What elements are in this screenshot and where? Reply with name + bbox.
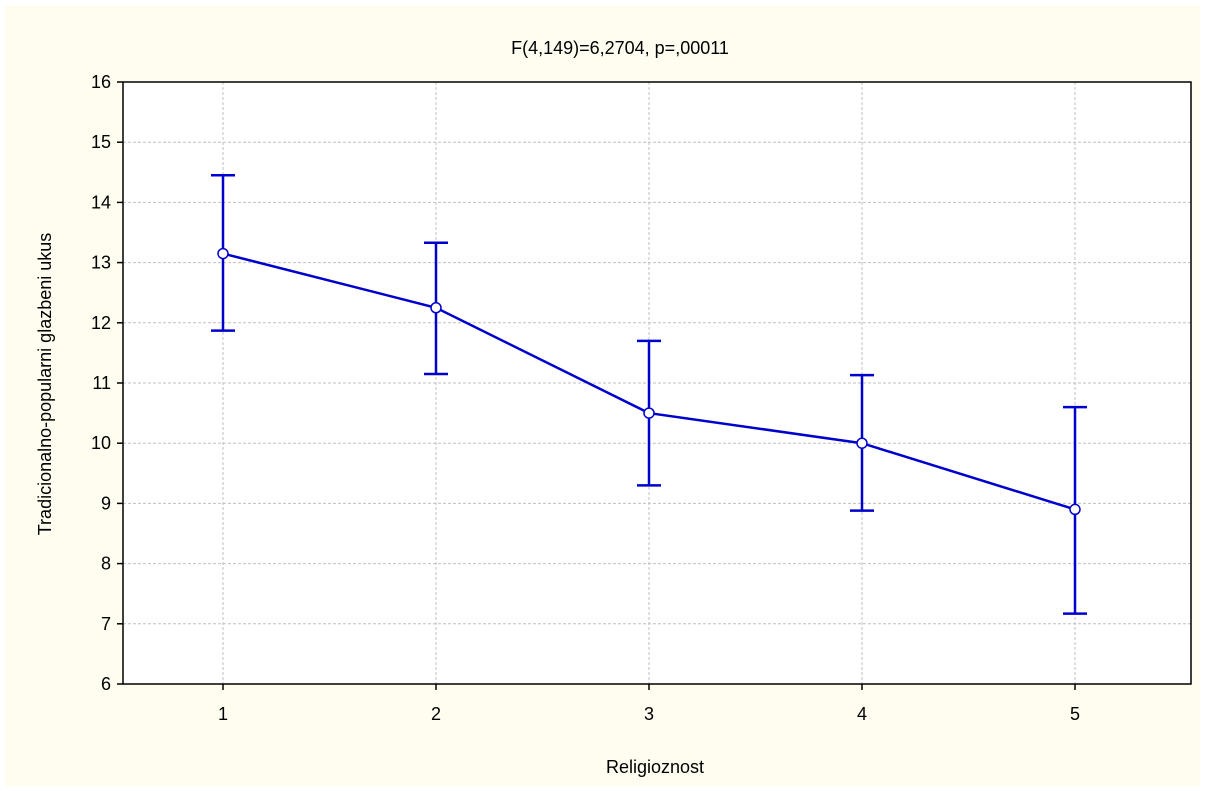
y-axis-ticks: 6 7 8 9 10 11 12 13 14 15 16 <box>91 72 123 694</box>
y-tick-label: 12 <box>91 313 111 333</box>
y-tick-label: 8 <box>101 554 111 574</box>
x-tick-label: 5 <box>1070 704 1080 724</box>
data-point <box>644 408 654 418</box>
data-point <box>1070 504 1080 514</box>
y-tick-label: 10 <box>91 433 111 453</box>
y-tick-label: 6 <box>101 674 111 694</box>
y-axis-label: Tradicionalno-popularni glazbeni ukus <box>35 233 55 536</box>
data-point <box>218 249 228 259</box>
x-tick-label: 3 <box>644 704 654 724</box>
x-tick-label: 4 <box>857 704 867 724</box>
y-tick-label: 11 <box>92 373 111 393</box>
chart-svg: F(4,149)=6,2704, p=,00011 67891011121314… <box>5 5 1200 786</box>
y-tick-label: 13 <box>91 253 111 273</box>
x-axis-label: Religioznost <box>606 757 704 777</box>
chart-frame: F(4,149)=6,2704, p=,00011 6 7 8 9 10 11 12 13 14… <box>5 5 1200 786</box>
x-tick-label: 2 <box>431 704 441 724</box>
y-tick-label: 15 <box>91 132 111 152</box>
chart-title: F(4,149)=6,2704, p=,00011 <box>511 38 729 58</box>
y-tick-label: 14 <box>91 192 111 212</box>
data-point <box>857 438 867 448</box>
y-tick-label: 9 <box>101 493 111 513</box>
data-point <box>431 303 441 313</box>
x-axis-ticks: 1 2 3 4 5 <box>218 684 1080 724</box>
y-tick-label: 7 <box>101 614 111 634</box>
x-tick-label: 1 <box>218 704 228 724</box>
y-tick-label: 16 <box>91 72 111 92</box>
